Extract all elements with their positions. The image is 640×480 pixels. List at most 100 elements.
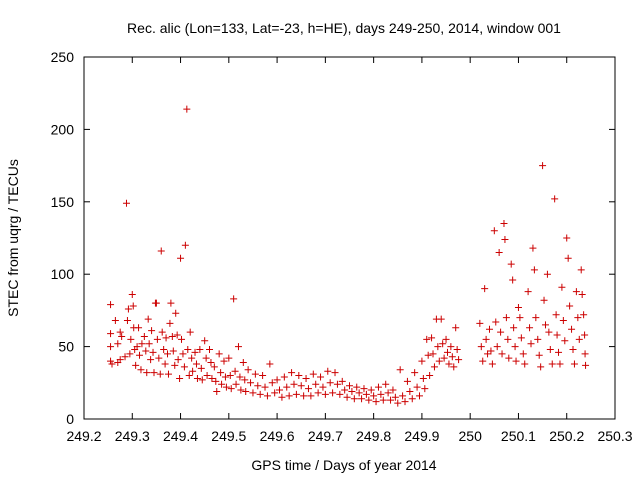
data-point bbox=[561, 337, 569, 345]
data-point bbox=[210, 363, 218, 371]
data-point bbox=[107, 357, 115, 365]
data-point bbox=[276, 386, 284, 394]
data-point bbox=[504, 335, 512, 343]
data-point bbox=[167, 299, 175, 307]
data-point bbox=[164, 350, 172, 358]
data-point bbox=[578, 290, 586, 298]
data-point bbox=[107, 343, 115, 351]
data-point bbox=[193, 374, 201, 382]
x-tick-label: 249.8 bbox=[356, 428, 391, 444]
data-point bbox=[559, 317, 567, 325]
data-point bbox=[539, 162, 547, 170]
data-point bbox=[551, 195, 559, 203]
data-point bbox=[488, 360, 496, 368]
data-point bbox=[155, 354, 163, 362]
data-point bbox=[505, 354, 513, 362]
data-point bbox=[545, 328, 553, 336]
data-point bbox=[127, 335, 135, 343]
data-point bbox=[136, 351, 144, 359]
data-point bbox=[424, 351, 432, 359]
data-point bbox=[185, 372, 193, 380]
data-point bbox=[198, 376, 206, 384]
data-point bbox=[558, 283, 566, 291]
data-point bbox=[377, 390, 385, 398]
data-point bbox=[192, 360, 200, 368]
data-point bbox=[121, 353, 129, 361]
data-point bbox=[162, 334, 170, 342]
data-point bbox=[437, 315, 445, 323]
data-point bbox=[519, 350, 527, 358]
data-point bbox=[197, 364, 205, 372]
data-point bbox=[577, 266, 585, 274]
x-tick-label: 249.4 bbox=[163, 428, 198, 444]
data-point bbox=[157, 247, 165, 255]
data-point bbox=[126, 350, 134, 358]
data-point bbox=[174, 356, 182, 364]
data-point bbox=[160, 345, 168, 353]
data-point bbox=[367, 386, 375, 394]
data-point bbox=[266, 360, 274, 368]
y-axis-title: STEC from uqrg / TECUs bbox=[5, 159, 21, 317]
data-point bbox=[497, 328, 505, 336]
data-point bbox=[566, 302, 574, 310]
data-point bbox=[297, 382, 305, 390]
data-point bbox=[191, 348, 199, 356]
data-point bbox=[439, 340, 447, 348]
x-axis: 249.2 249.3 249.4 249.5 249.6 249.7 249.8 249.9… bbox=[66, 57, 633, 444]
data-point bbox=[171, 361, 179, 369]
data-point bbox=[247, 379, 255, 387]
data-point bbox=[411, 369, 419, 377]
data-point bbox=[164, 370, 172, 378]
data-point bbox=[394, 399, 402, 407]
data-point bbox=[428, 334, 436, 342]
data-point bbox=[512, 357, 520, 365]
data-point bbox=[241, 376, 249, 384]
data-point bbox=[353, 383, 361, 391]
data-point bbox=[502, 314, 510, 322]
data-point bbox=[140, 332, 148, 340]
data-point bbox=[541, 321, 549, 329]
data-point bbox=[217, 369, 225, 377]
y-tick-label: 100 bbox=[51, 266, 75, 282]
data-point bbox=[435, 357, 443, 365]
data-point bbox=[374, 383, 382, 391]
data-point bbox=[329, 389, 337, 397]
data-point bbox=[295, 372, 303, 380]
data-point bbox=[124, 305, 132, 313]
data-point bbox=[555, 348, 563, 356]
data-point bbox=[487, 347, 495, 355]
data-point bbox=[406, 387, 414, 395]
data-point bbox=[370, 392, 378, 400]
data-point bbox=[145, 340, 153, 348]
data-point bbox=[338, 377, 346, 385]
data-point bbox=[222, 383, 230, 391]
data-point bbox=[360, 385, 368, 393]
data-point bbox=[147, 356, 155, 364]
data-point bbox=[358, 395, 366, 403]
data-point bbox=[172, 309, 180, 317]
data-point bbox=[479, 357, 487, 365]
data-point bbox=[254, 382, 262, 390]
data-point bbox=[278, 393, 286, 401]
x-tick-label: 249.9 bbox=[404, 428, 439, 444]
data-point bbox=[280, 373, 288, 381]
data-point bbox=[206, 345, 214, 353]
data-point bbox=[232, 380, 240, 388]
data-series bbox=[107, 105, 590, 407]
y-tick-label: 200 bbox=[51, 121, 75, 137]
data-point bbox=[346, 382, 353, 390]
data-point bbox=[548, 360, 556, 368]
data-point bbox=[452, 324, 460, 332]
data-point bbox=[226, 372, 234, 380]
data-point bbox=[482, 335, 490, 343]
data-point bbox=[442, 335, 450, 343]
data-point bbox=[526, 324, 534, 332]
data-point bbox=[535, 351, 543, 359]
data-point bbox=[521, 360, 529, 368]
x-axis-title: GPS time / Days of year 2014 bbox=[251, 457, 436, 473]
data-point bbox=[543, 270, 551, 278]
data-point bbox=[581, 350, 589, 358]
data-point bbox=[350, 395, 358, 403]
data-point bbox=[372, 398, 380, 406]
